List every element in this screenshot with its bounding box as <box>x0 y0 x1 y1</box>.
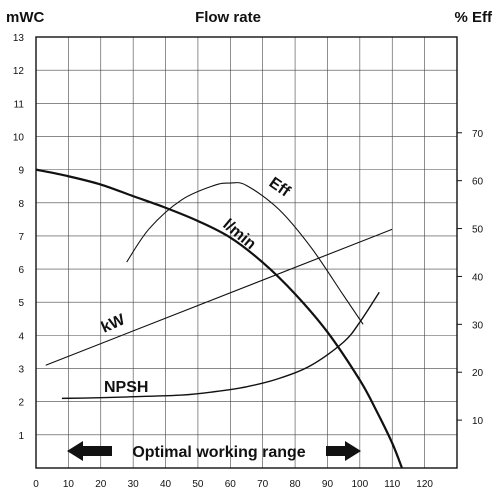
x-tick-label: 90 <box>322 479 334 490</box>
y-left-tick-label: 11 <box>14 99 25 110</box>
y-right-tick-label: 10 <box>472 416 484 427</box>
x-tick-label: 70 <box>257 479 269 490</box>
y-right-tick-label: 30 <box>472 320 484 331</box>
y-right-tick-label: 20 <box>472 368 484 379</box>
left-axis-label: mWC <box>6 9 44 26</box>
y-left-tick-label: 4 <box>18 331 24 342</box>
series-eff-line <box>126 182 364 325</box>
x-tick-label: 50 <box>192 479 204 490</box>
x-tick-label: 80 <box>290 479 302 490</box>
x-tick-label: 120 <box>416 479 433 490</box>
y-left-tick-label: 8 <box>18 199 24 210</box>
x-tick-label: 60 <box>225 479 237 490</box>
series-label-kw: kW <box>99 311 129 337</box>
x-tick-label: 10 <box>63 479 75 490</box>
grid <box>36 37 457 468</box>
right-arrow-icon <box>326 441 361 461</box>
y-left-tick-label: 6 <box>18 265 24 276</box>
x-tick-label: 20 <box>95 479 107 490</box>
y-left-tick-label: 5 <box>18 298 24 309</box>
x-tick-label: 110 <box>384 479 400 490</box>
x-tick-label: 0 <box>33 479 39 490</box>
y-left-tick-label: 10 <box>13 132 25 143</box>
y-left-tick-label: 2 <box>18 398 24 409</box>
x-tick-label: 40 <box>160 479 172 490</box>
chart-title: Flow rate <box>195 9 261 26</box>
y-left-tick-label: 9 <box>18 166 24 177</box>
optimal-range-annotation: Optimal working range <box>67 441 361 461</box>
y-right-tick-label: 50 <box>472 225 484 236</box>
y-left-tick-label: 1 <box>18 431 24 442</box>
series-group <box>35 168 403 469</box>
y-left-tick-label: 3 <box>18 365 24 376</box>
tick-labels: 0 10 20 30 40 50 60 70 80 90 100 110 120123456789101… <box>13 33 484 490</box>
series-label-npsh: NPSH <box>104 379 148 396</box>
y-right-tick-label: 60 <box>472 177 484 188</box>
series-lmin-line <box>35 168 403 469</box>
plot-frame <box>35 36 458 469</box>
y-left-tick-label: 7 <box>18 232 24 243</box>
y-left-tick-label: 13 <box>13 33 25 44</box>
y-right-tick-label: 70 <box>472 129 484 140</box>
y-left-tick-label: 12 <box>13 66 25 77</box>
right-axis-label: % Eff <box>455 9 494 26</box>
x-tick-label: 100 <box>352 479 369 490</box>
series-label-eff: Eff <box>266 174 294 201</box>
series-kw-line <box>45 228 393 366</box>
series-npsh-line <box>61 291 380 400</box>
x-tick-label: 30 <box>128 479 140 490</box>
optimal-range-label: Optimal working range <box>132 444 305 461</box>
left-arrow-icon <box>67 441 112 461</box>
y-right-tick-label: 40 <box>472 272 484 283</box>
